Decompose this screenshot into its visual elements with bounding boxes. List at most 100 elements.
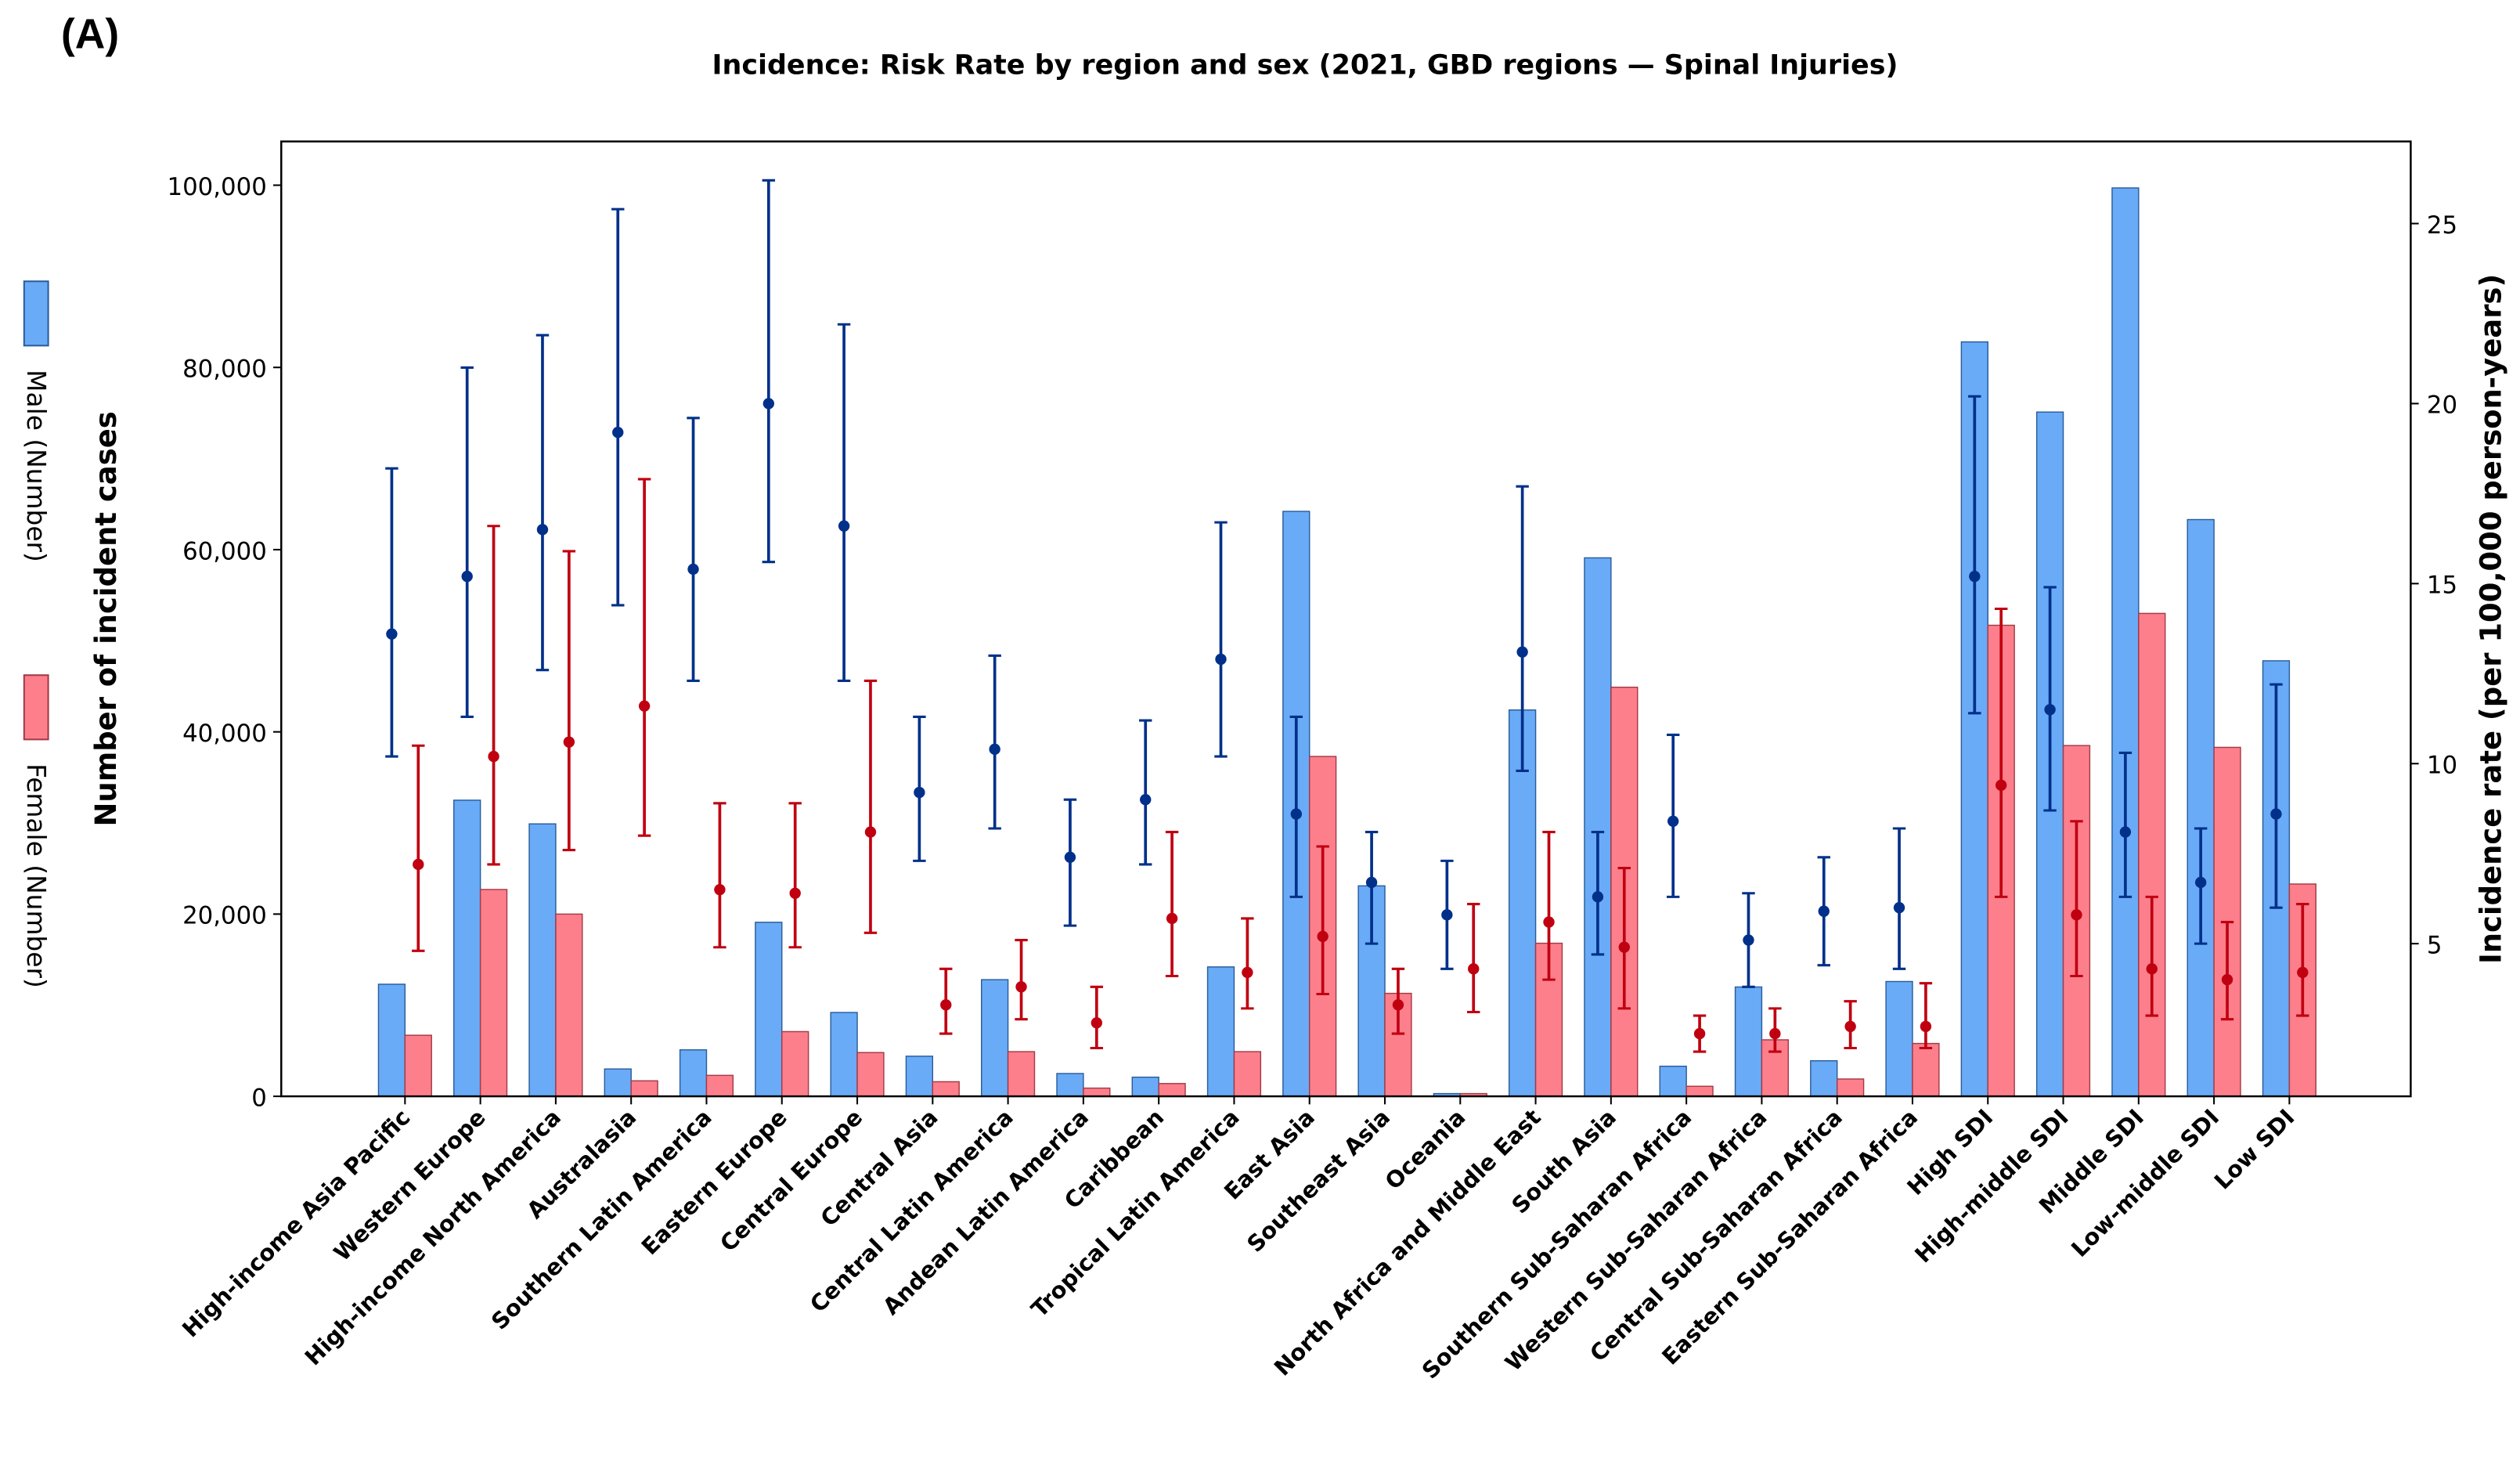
bar	[1810, 1059, 1838, 1097]
bar	[2111, 187, 2140, 1097]
rate-point	[687, 563, 699, 576]
plot-frame	[280, 140, 2412, 1098]
bar	[1083, 1087, 1111, 1097]
y2-tick-label: 20	[2427, 392, 2457, 420]
bar	[1007, 1051, 1036, 1097]
y-tick-label: 0	[251, 1084, 267, 1112]
rate-point	[1317, 930, 1328, 943]
bar	[830, 1012, 858, 1097]
bar	[1912, 1042, 1940, 1097]
bar	[1131, 1076, 1159, 1097]
bar	[932, 1081, 960, 1097]
bar	[404, 1034, 432, 1097]
legend-label: Female (Number)	[21, 763, 51, 988]
rate-point	[1365, 876, 1378, 889]
bar	[1659, 1065, 1687, 1097]
rate-point	[2146, 963, 2158, 975]
bar	[1158, 1083, 1186, 1097]
bar	[2138, 612, 2166, 1097]
y-axis-label: Number of incident cases	[89, 411, 123, 826]
bar	[604, 1068, 632, 1097]
bar	[1056, 1073, 1084, 1097]
rate-point	[1920, 1020, 1932, 1033]
x-tick-label: North Africa and Middle East	[1269, 1104, 1546, 1381]
y-tick-label: 60,000	[182, 537, 267, 565]
rate-point	[1290, 808, 1302, 820]
bar	[377, 983, 406, 1097]
rate-point	[1743, 934, 1754, 946]
bar	[1734, 986, 1763, 1097]
rate-point	[1166, 912, 1178, 925]
bar	[856, 1052, 885, 1097]
bar	[781, 1030, 809, 1097]
bar	[1206, 966, 1235, 1097]
rate-point	[2270, 808, 2282, 820]
bar	[555, 913, 583, 1097]
rate-point	[2044, 704, 2056, 716]
rate-point	[1064, 851, 1076, 863]
rate-point	[461, 570, 473, 583]
bar	[705, 1074, 734, 1097]
rate-point	[1242, 966, 1253, 979]
rate-point	[1543, 916, 1555, 928]
rate-point	[1844, 1020, 1856, 1033]
x-tick-label: Low-middle SDI	[2066, 1104, 2224, 1262]
rate-point	[386, 628, 398, 640]
rate-point	[1769, 1027, 1781, 1040]
rate-point	[563, 736, 575, 748]
x-tick-label: Southeast Asia	[1242, 1104, 1395, 1258]
bar	[981, 979, 1009, 1097]
rate-point	[1091, 1017, 1103, 1029]
rate-point	[1392, 999, 1404, 1011]
rate-point	[1618, 941, 1630, 953]
rate-point	[638, 700, 651, 712]
rate-point	[2071, 909, 2082, 921]
rate-point	[1441, 909, 1453, 921]
bar	[679, 1049, 708, 1097]
legend-swatch	[23, 674, 49, 741]
rate-point	[789, 887, 801, 899]
bar	[1508, 709, 1537, 1097]
rate-point	[864, 826, 877, 838]
x-tick-label: Eastern Europe	[636, 1104, 791, 1260]
bar	[630, 1080, 658, 1097]
y-tick-label: 20,000	[182, 902, 267, 930]
bar	[905, 1056, 934, 1097]
x-tick-label: Central Europe	[715, 1104, 867, 1257]
y-tick-label: 100,000	[167, 173, 266, 201]
rate-point	[612, 427, 624, 438]
rate-point	[413, 858, 424, 871]
rate-point	[1667, 815, 1679, 827]
rate-point	[1592, 891, 1604, 903]
rate-point	[838, 520, 850, 532]
rate-point	[2194, 876, 2207, 889]
bar	[2187, 518, 2215, 1097]
y-tick-label: 80,000	[182, 355, 267, 384]
rate-point	[1468, 963, 1480, 975]
y2-tick-label: 10	[2427, 752, 2457, 780]
rate-point	[1995, 779, 2007, 791]
rate-point	[1818, 905, 1830, 917]
rate-point	[2119, 826, 2132, 838]
bar	[1685, 1085, 1714, 1097]
rate-point	[1516, 646, 1528, 658]
rate-point	[1215, 653, 1227, 666]
chart-title: Incidence: Risk Rate by region and sex (…	[712, 49, 1898, 81]
rate-point	[714, 883, 726, 896]
y-tick-label: 40,000	[182, 720, 267, 748]
rate-point	[1693, 1027, 1706, 1040]
y2-tick-label: 15	[2427, 572, 2457, 600]
rate-point	[1015, 981, 1027, 993]
panel-label: (A)	[61, 12, 119, 58]
bar	[453, 799, 481, 1097]
y2-axis-label: Incidence rate (per 100,000 person-years…	[2474, 274, 2507, 964]
rate-point	[536, 524, 549, 536]
legend-swatch	[23, 280, 49, 347]
bar	[1534, 942, 1563, 1097]
y2-tick-label: 25	[2427, 211, 2457, 240]
bar	[1836, 1078, 1865, 1097]
x-tick-label: Southern Sub-Saharan Africa	[1417, 1104, 1697, 1384]
bar	[1233, 1051, 1262, 1097]
rate-point	[1140, 794, 1152, 806]
